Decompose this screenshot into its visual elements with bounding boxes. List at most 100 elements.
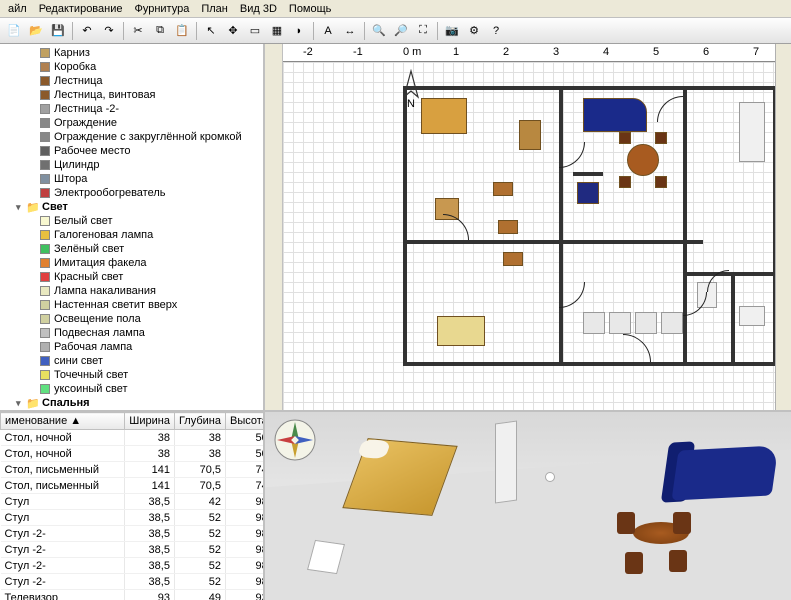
furniture-bunk[interactable] [421,98,467,134]
menu-фурнитура[interactable]: Фурнитура [128,2,195,16]
door[interactable] [443,214,469,240]
furniture-closet[interactable] [739,102,765,162]
new-button[interactable]: 📄 [4,21,24,41]
furniture-appl[interactable] [635,312,657,334]
zoom-out-button[interactable]: 🔎 [391,21,411,41]
cut-button[interactable]: ✂ [128,21,148,41]
table-row[interactable]: Стул -2-38,55298✓ [1,558,264,574]
table-row[interactable]: Стул -2-38,55298✓ [1,526,264,542]
menu-редактирование[interactable]: Редактирование [33,2,129,16]
tree-item[interactable]: Лестница -2- [0,102,263,116]
tree-item[interactable]: Штора [0,172,263,186]
copy-button[interactable]: ⧉ [150,21,170,41]
redo-button[interactable]: ↷ [99,21,119,41]
door-button[interactable]: ◗ [289,21,309,41]
tree-item[interactable]: Имитация факела [0,256,263,270]
furniture-armchair[interactable] [577,182,599,204]
wall[interactable] [683,86,687,366]
nav-compass-icon[interactable] [273,418,317,462]
tree-item[interactable]: Лампа накаливания [0,284,263,298]
furniture-chair[interactable] [493,182,513,196]
table-row[interactable]: Стол, ночной383850✓ [1,430,264,446]
wall[interactable] [559,86,563,366]
table-row[interactable]: Стул -2-38,55298✓ [1,542,264,558]
tree-item[interactable]: Настенная светит вверх [0,298,263,312]
floor-plan[interactable]: -2-10 m1234567 N [283,44,775,410]
open-button[interactable]: 📂 [26,21,46,41]
plan-scroll-v[interactable] [775,44,791,410]
table-row[interactable]: Стол, письменный14170,574✓ [1,478,264,494]
tree-item[interactable]: уксоиный свет [0,382,263,396]
wall-button[interactable]: ▭ [245,21,265,41]
tree-item[interactable]: Красный свет [0,270,263,284]
wall[interactable] [573,172,603,176]
col-header[interactable]: Ширина [125,413,175,430]
col-header[interactable]: Высота [226,413,264,430]
properties-table[interactable]: именование ▲ШиринаГлубинаВысотаВидимость… [0,412,263,600]
furniture-appl[interactable] [609,312,631,334]
door[interactable] [559,142,585,168]
door[interactable] [657,96,683,122]
pan-button[interactable]: ✥ [223,21,243,41]
zoom-fit-button[interactable]: ⛶ [413,21,433,41]
save-button[interactable]: 💾 [48,21,68,41]
menu-вид 3d[interactable]: Вид 3D [234,2,283,16]
tree-item[interactable]: Рабочая лампа [0,340,263,354]
furniture-bed[interactable] [437,316,485,346]
furniture-chair[interactable] [503,252,523,266]
door[interactable] [683,292,707,316]
select-button[interactable]: ↖ [201,21,221,41]
tree-item[interactable]: ▾📁Свет [0,200,263,214]
col-header[interactable]: Глубина [174,413,225,430]
table-row[interactable]: Телевизор934993✓ [1,590,264,600]
text-button[interactable]: A [318,21,338,41]
furniture-appl[interactable] [583,312,605,334]
menu-план[interactable]: План [195,2,234,16]
wall[interactable] [403,362,773,366]
tree-item[interactable]: Освещение пола [0,312,263,326]
tree-item[interactable]: Лестница, винтовая [0,88,263,102]
paste-button[interactable]: 📋 [172,21,192,41]
col-header[interactable]: именование ▲ [1,413,125,430]
tree-item[interactable]: Галогеновая лампа [0,228,263,242]
table-row[interactable]: Стол, ночной383850✓ [1,446,264,462]
room-button[interactable]: ▦ [267,21,287,41]
furniture-ch[interactable] [619,132,631,144]
view-3d[interactable] [265,410,791,600]
furniture-tree[interactable]: КарнизКоробкаЛестницаЛестница, винтоваяЛ… [0,44,263,410]
furniture-appl[interactable] [661,312,683,334]
furniture-sofa[interactable] [583,98,647,132]
tree-item[interactable]: Зелёный свет [0,242,263,256]
door[interactable] [559,282,585,308]
help-button[interactable]: ? [486,21,506,41]
menu-айл[interactable]: айл [2,2,33,16]
wall[interactable] [731,272,735,366]
tree-item[interactable]: Цилиндр [0,158,263,172]
tree-item[interactable]: Лестница [0,74,263,88]
menu-помощь[interactable]: Помощь [283,2,338,16]
camera-button[interactable]: 📷 [442,21,462,41]
table-row[interactable]: Стул38,54298✓ [1,494,264,510]
tree-item[interactable]: Карниз [0,46,263,60]
table-row[interactable]: Стул -2-38,55298✓ [1,574,264,590]
furniture-ch[interactable] [619,176,631,188]
tree-item[interactable]: Точечный свет [0,368,263,382]
tree-item[interactable]: Электрообогреватель [0,186,263,200]
wall[interactable] [403,240,703,244]
tree-item[interactable]: Коробка [0,60,263,74]
tree-item[interactable]: ▾📁Спальня [0,396,263,410]
furniture-shelf[interactable] [519,120,541,150]
furniture-rtable[interactable] [627,144,659,176]
dim-button[interactable]: ↔ [340,21,360,41]
furniture-ch[interactable] [655,132,667,144]
zoom-in-button[interactable]: 🔍 [369,21,389,41]
furniture-sink[interactable] [739,306,765,326]
wall[interactable] [403,86,773,90]
tree-item[interactable]: Белый свет [0,214,263,228]
door[interactable] [623,334,651,362]
wall[interactable] [403,86,407,366]
furniture-chair[interactable] [498,220,518,234]
wall[interactable] [773,86,775,366]
tree-item[interactable]: Подвесная лампа [0,326,263,340]
table-row[interactable]: Стул38,55298✓ [1,510,264,526]
